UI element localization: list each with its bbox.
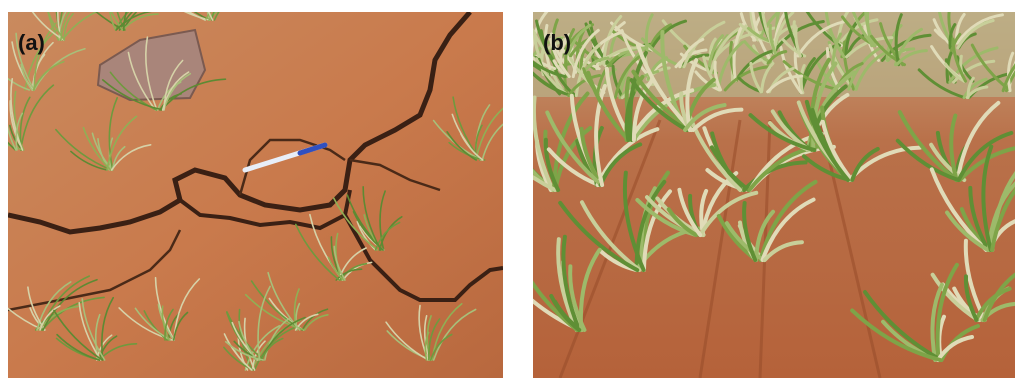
photo-a: (a) (0, 0, 513, 378)
photo-b: (b) (476, 0, 1017, 378)
figure: (a) (b) (0, 0, 1017, 381)
panel-label: (a) (18, 30, 45, 55)
page: (a) (b) (() => { const data = JSON.parse… (0, 0, 1017, 381)
panel-label: (b) (543, 30, 571, 55)
